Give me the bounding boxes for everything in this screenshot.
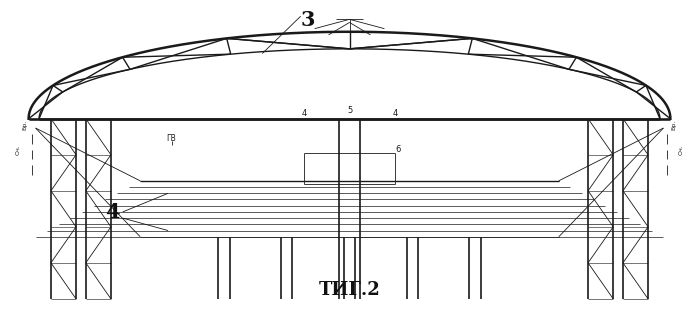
Text: 5: 5 — [347, 105, 352, 115]
Text: Бр.: Бр. — [671, 120, 677, 130]
Text: 6: 6 — [396, 145, 401, 154]
Text: 3: 3 — [301, 10, 315, 30]
Text: ГВ: ГВ — [167, 134, 176, 144]
Text: ΤИГ.2: ΤИГ.2 — [319, 281, 380, 299]
Text: Оч.: Оч. — [678, 144, 684, 155]
Text: Бр.: Бр. — [22, 120, 28, 130]
Text: 4: 4 — [392, 109, 398, 118]
Text: 4: 4 — [105, 202, 120, 222]
Text: 4: 4 — [301, 109, 307, 118]
Text: Оч.: Оч. — [15, 144, 21, 155]
